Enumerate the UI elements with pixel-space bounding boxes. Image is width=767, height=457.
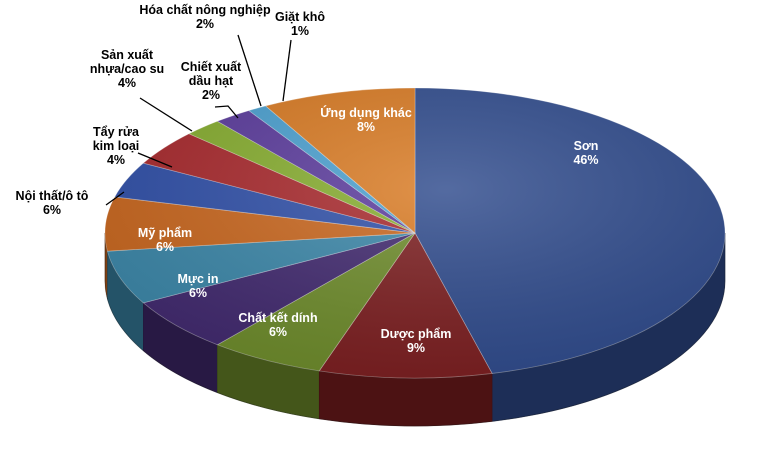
leader-line-9 [237,34,262,107]
slice-label-2: Chất kết dính 6% [238,311,317,339]
leader-line-10 [282,39,292,102]
slice-percent: 46% [573,153,598,167]
slice-percent: 1% [291,24,309,38]
slice-label-name: nhựa/cao su [90,62,164,76]
slice-side-1 [318,370,493,427]
slice-percent: 8% [357,120,375,134]
slice-label-6: Tẩy rửa kim loại 4% [93,125,140,167]
slice-labels: Sơn 46%Dược phẩm 9%Chất kết dính 6%Mực in 6%… [16,3,599,355]
leader-line-7 [139,97,193,132]
slice-label-name: Ứng dụng khác [320,105,412,120]
slice-percent: 6% [189,286,207,300]
slice-label-10: Giặt khô 1% [275,10,325,38]
slice-label-name: Mực in [178,272,219,286]
slice-percent: 2% [202,88,220,102]
slice-label-5: Nội thất/ô tô 6% [16,189,89,217]
slice-percent: 2% [196,17,214,31]
slice-label-name: Dược phẩm [381,327,452,341]
slice-label-name: Mỹ phẩm [138,226,192,240]
slice-percent: 4% [107,153,125,167]
slice-percent: 6% [156,240,174,254]
slice-percent: 6% [269,325,287,339]
slice-label-name: Chiết xuất [181,60,242,74]
leader-line-8 [214,105,239,119]
slice-label-0: Sơn 46% [573,139,598,167]
slice-label-name: dầu hạt [189,74,234,88]
slice-label-4: Mỹ phẩm 6% [138,226,192,254]
slice-percent: 4% [118,76,136,90]
slice-label-name: Nội thất/ô tô [16,189,89,203]
slice-label-11: Ứng dụng khác 8% [320,105,412,134]
slice-percent: 9% [407,341,425,355]
slice-label-name: Tẩy rửa [93,125,140,139]
slice-label-8: Chiết xuất dầu hạt 2% [181,60,242,102]
slice-percent: 6% [43,203,61,217]
slice-label-name: Chất kết dính [238,311,317,325]
slice-label-name: kim loại [93,139,140,153]
slice-label-name: Giặt khô [275,10,325,24]
slice-label-1: Dược phẩm 9% [381,327,452,355]
slice-label-name: Sơn [574,139,599,153]
leader-line-6 [137,152,173,168]
leader-line-5 [105,191,125,206]
leader-lines [105,34,292,206]
slice-label-name: Sản xuất [101,48,154,62]
slice-label-3: Mực in 6% [178,272,219,300]
slice-label-7: Sản xuất nhựa/cao su 4% [90,48,164,90]
slice-label-name: Hóa chất nông nghiệp [139,3,271,17]
slice-label-9: Hóa chất nông nghiệp 2% [139,3,271,31]
